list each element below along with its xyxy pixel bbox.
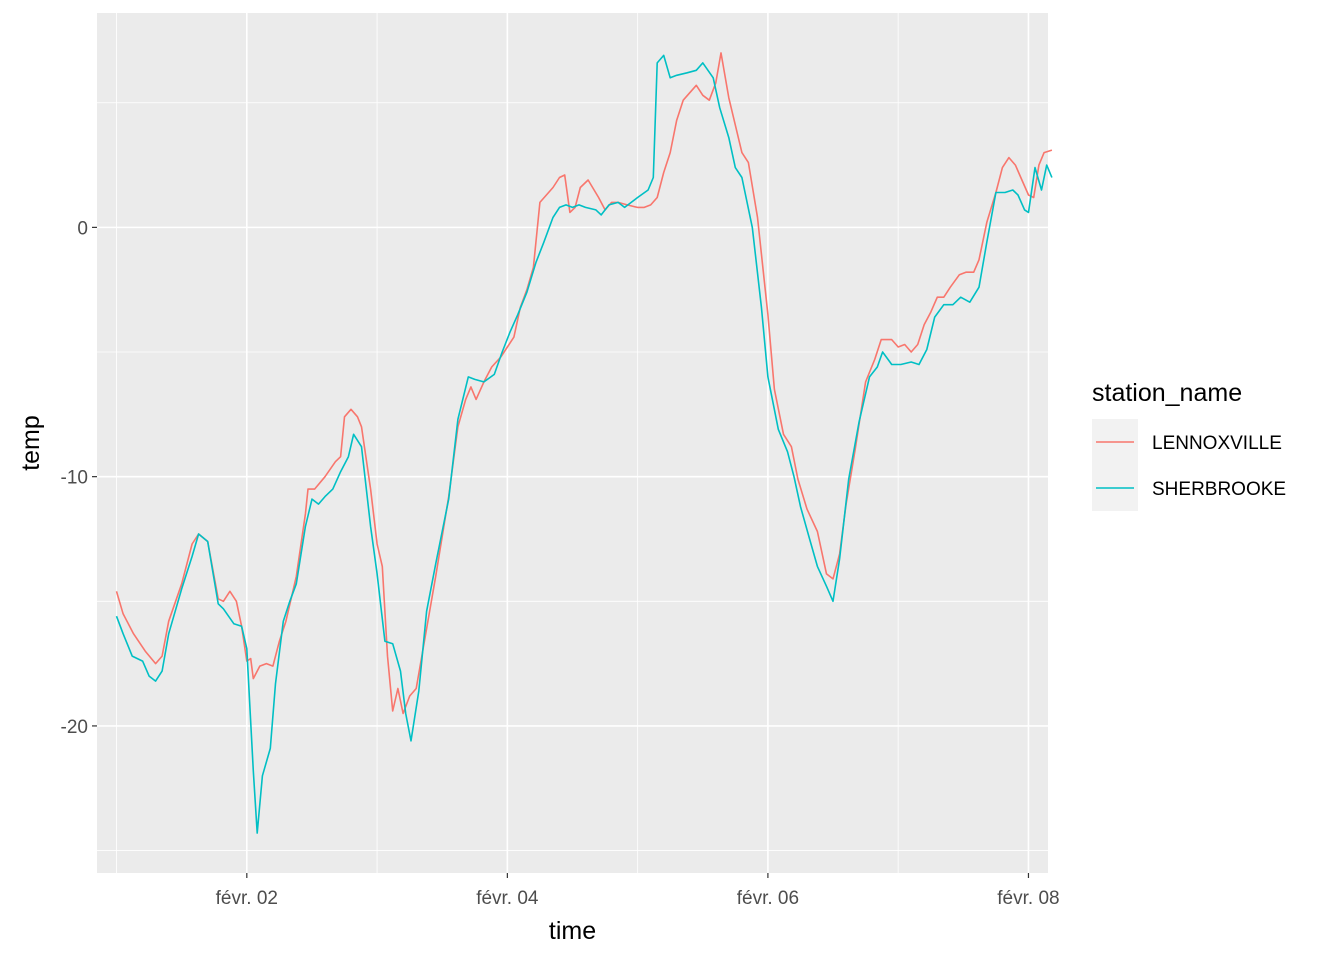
series-line-sherbrooke (115, 54, 1053, 834)
plot-panel (97, 13, 1048, 873)
major-gridlines (97, 13, 1048, 873)
y-tick-label: -10 (61, 468, 88, 489)
x-tick-label: févr. 06 (737, 888, 799, 909)
series-lines (115, 52, 1053, 834)
minor-gridlines (97, 13, 1048, 873)
y-axis: 0 -10 -20 (61, 218, 97, 738)
legend-label: SHERBROOKE (1152, 479, 1286, 500)
legend-title: station_name (1092, 379, 1242, 407)
x-tick-label: févr. 04 (476, 888, 539, 909)
x-axis-title: time (549, 917, 596, 945)
x-tick-label: févr. 02 (216, 888, 278, 909)
y-tick-label: 0 (77, 218, 88, 239)
series-line-lennoxville (115, 52, 1053, 715)
y-axis-title: temp (17, 415, 45, 471)
legend: station_name LENNOXVILLE SHERBROOKE (1092, 379, 1286, 511)
y-tick-label: -20 (61, 717, 88, 738)
legend-label: LENNOXVILLE (1152, 433, 1282, 454)
x-tick-label: févr. 08 (997, 888, 1059, 909)
x-axis: févr. 02 févr. 04 févr. 06 févr. 08 (216, 873, 1060, 909)
